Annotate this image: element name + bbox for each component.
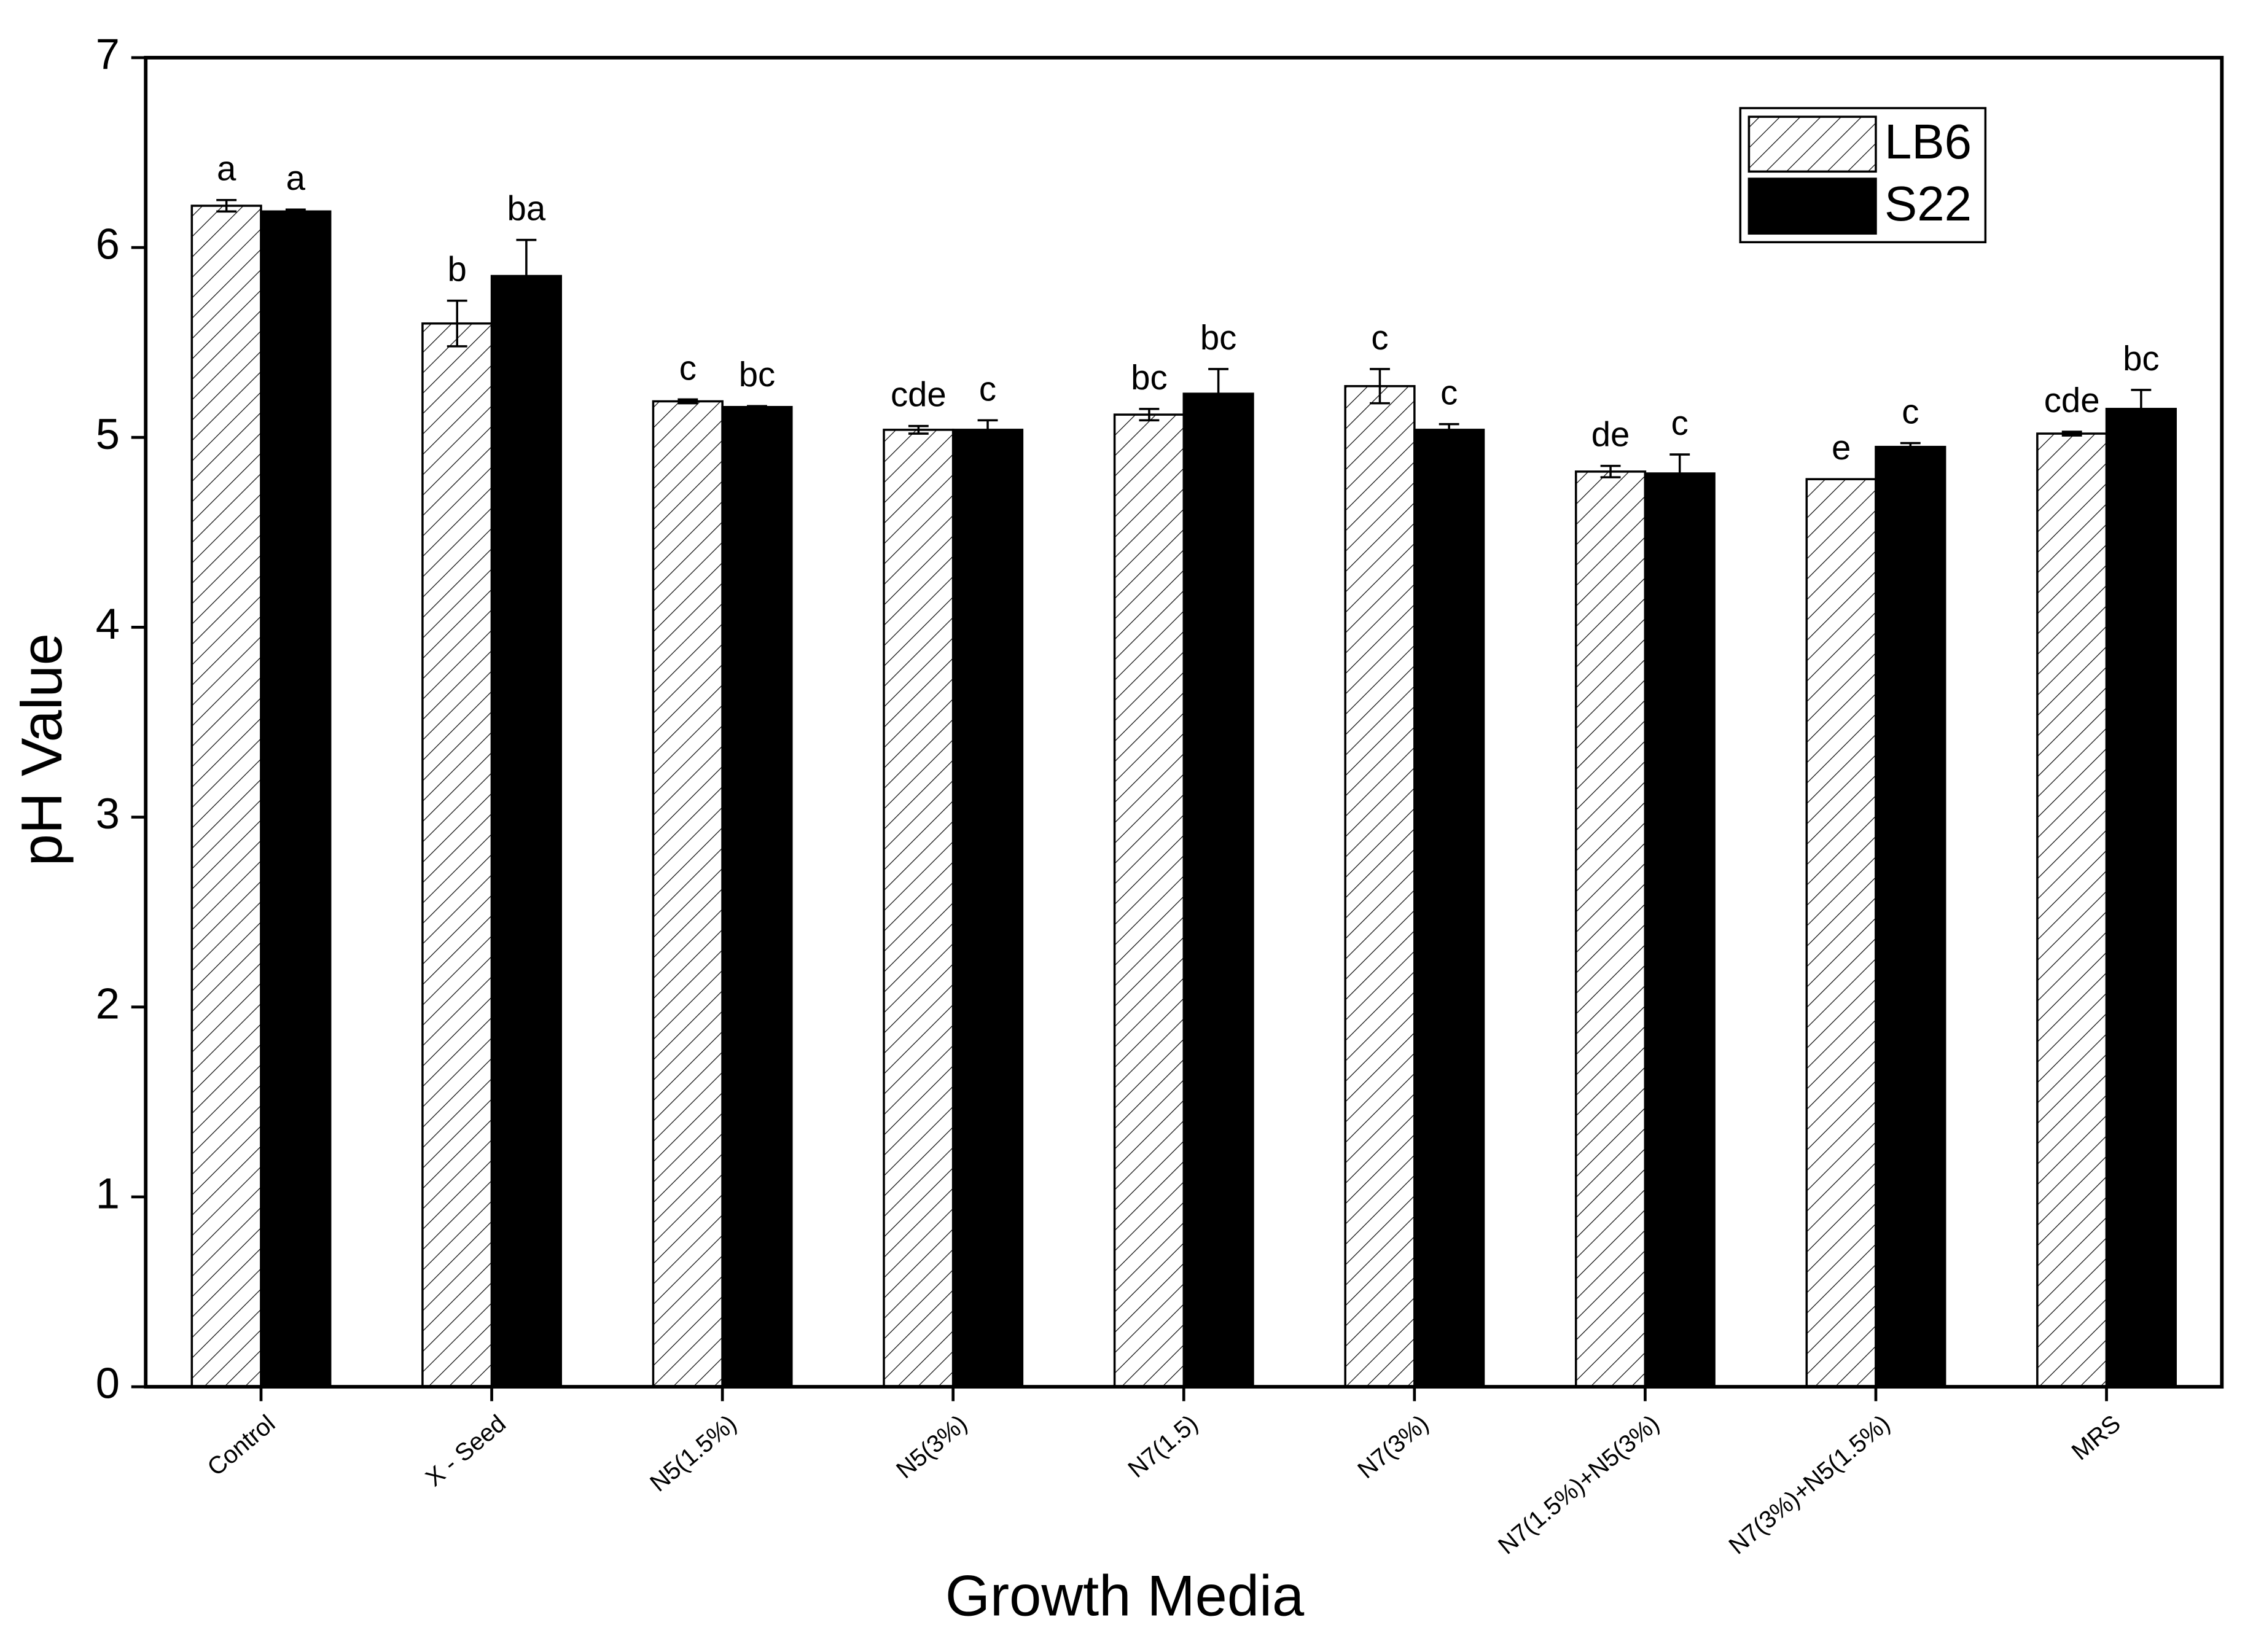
bar	[1875, 445, 1946, 1388]
error-bar	[285, 208, 306, 215]
bar	[1113, 413, 1185, 1388]
bar	[1344, 384, 1416, 1388]
plot-frame	[144, 55, 2224, 1389]
error-bar	[1439, 423, 1459, 437]
x-tick-label: N7(3%)+N5(1.5%)	[1724, 1410, 1896, 1560]
x-tick-label: N7(1.5)	[1123, 1410, 1203, 1483]
error-bar	[516, 238, 537, 313]
error-bar	[1669, 453, 1690, 494]
x-tick-label: N5(3%)	[891, 1410, 972, 1484]
error-bar	[447, 299, 467, 348]
significance-letter: c	[979, 369, 996, 408]
error-bar	[908, 424, 929, 435]
significance-letter: bc	[739, 355, 776, 394]
significance-letter: de	[1591, 415, 1630, 454]
error-bar	[1600, 464, 1621, 478]
significance-letter: bc	[2123, 339, 2160, 378]
error-bar	[977, 419, 998, 441]
bar	[260, 210, 332, 1388]
bar	[190, 205, 262, 1388]
error-bar	[747, 405, 767, 410]
bar	[951, 429, 1024, 1388]
bar	[652, 400, 724, 1388]
bar	[421, 322, 493, 1388]
x-tick-label: MRS	[2067, 1410, 2126, 1466]
x-tick-label: Control	[203, 1410, 281, 1481]
significance-letter: bc	[1131, 358, 1168, 397]
significance-letter: a	[286, 158, 306, 197]
significance-letter: c	[679, 348, 697, 387]
significance-letter: c	[1440, 373, 1458, 412]
significance-letter: cde	[891, 375, 947, 414]
y-tick-label: 1	[96, 1169, 120, 1218]
bar	[1805, 478, 1877, 1388]
bar	[1574, 470, 1647, 1388]
x-axis-title: Growth Media	[945, 1563, 1305, 1627]
legend-label: LB6	[1884, 114, 1972, 169]
bar	[1182, 392, 1254, 1388]
significance-letter: c	[1671, 403, 1689, 442]
bar	[490, 275, 562, 1388]
x-tick-label: N7(3%)	[1353, 1410, 1434, 1484]
bar	[1644, 472, 1716, 1388]
y-tick-label: 7	[96, 29, 120, 78]
significance-letter: e	[1832, 428, 1851, 467]
error-bar	[1208, 368, 1229, 420]
bar	[2036, 432, 2108, 1388]
error-bar	[1900, 442, 1921, 452]
significance-letter: b	[448, 250, 467, 289]
error-bar	[677, 398, 698, 405]
bar	[1413, 429, 1485, 1388]
y-tick-label: 0	[96, 1359, 120, 1408]
significance-letter: bc	[1200, 318, 1237, 357]
legend-swatch	[1747, 115, 1877, 173]
error-bar	[2131, 389, 2152, 429]
error-bar	[216, 199, 237, 213]
x-tick-label: N7(1.5%)+N5(3%)	[1493, 1410, 1665, 1560]
significance-letter: c	[1902, 392, 1919, 431]
legend-swatch	[1747, 177, 1877, 235]
bar	[883, 429, 955, 1388]
x-tick-label: N5(1.5%)	[645, 1410, 741, 1497]
significance-letter: cde	[2044, 381, 2100, 419]
significance-letter: a	[217, 149, 236, 188]
error-bar	[2061, 431, 2082, 437]
bar	[2105, 408, 2177, 1388]
error-bar	[1139, 408, 1160, 422]
y-tick-label: 6	[96, 220, 120, 268]
y-tick-label: 5	[96, 410, 120, 458]
significance-letter: c	[1371, 318, 1388, 357]
significance-letter: ba	[507, 189, 546, 228]
legend-label: S22	[1884, 176, 1972, 231]
y-tick-label: 2	[96, 979, 120, 1027]
y-tick-label: 4	[96, 599, 120, 648]
bar	[721, 406, 793, 1388]
y-tick-label: 3	[96, 789, 120, 838]
x-tick-label: X - Seed	[421, 1410, 511, 1492]
error-bar	[1370, 368, 1390, 405]
y-axis-title: pH Value	[9, 633, 74, 866]
